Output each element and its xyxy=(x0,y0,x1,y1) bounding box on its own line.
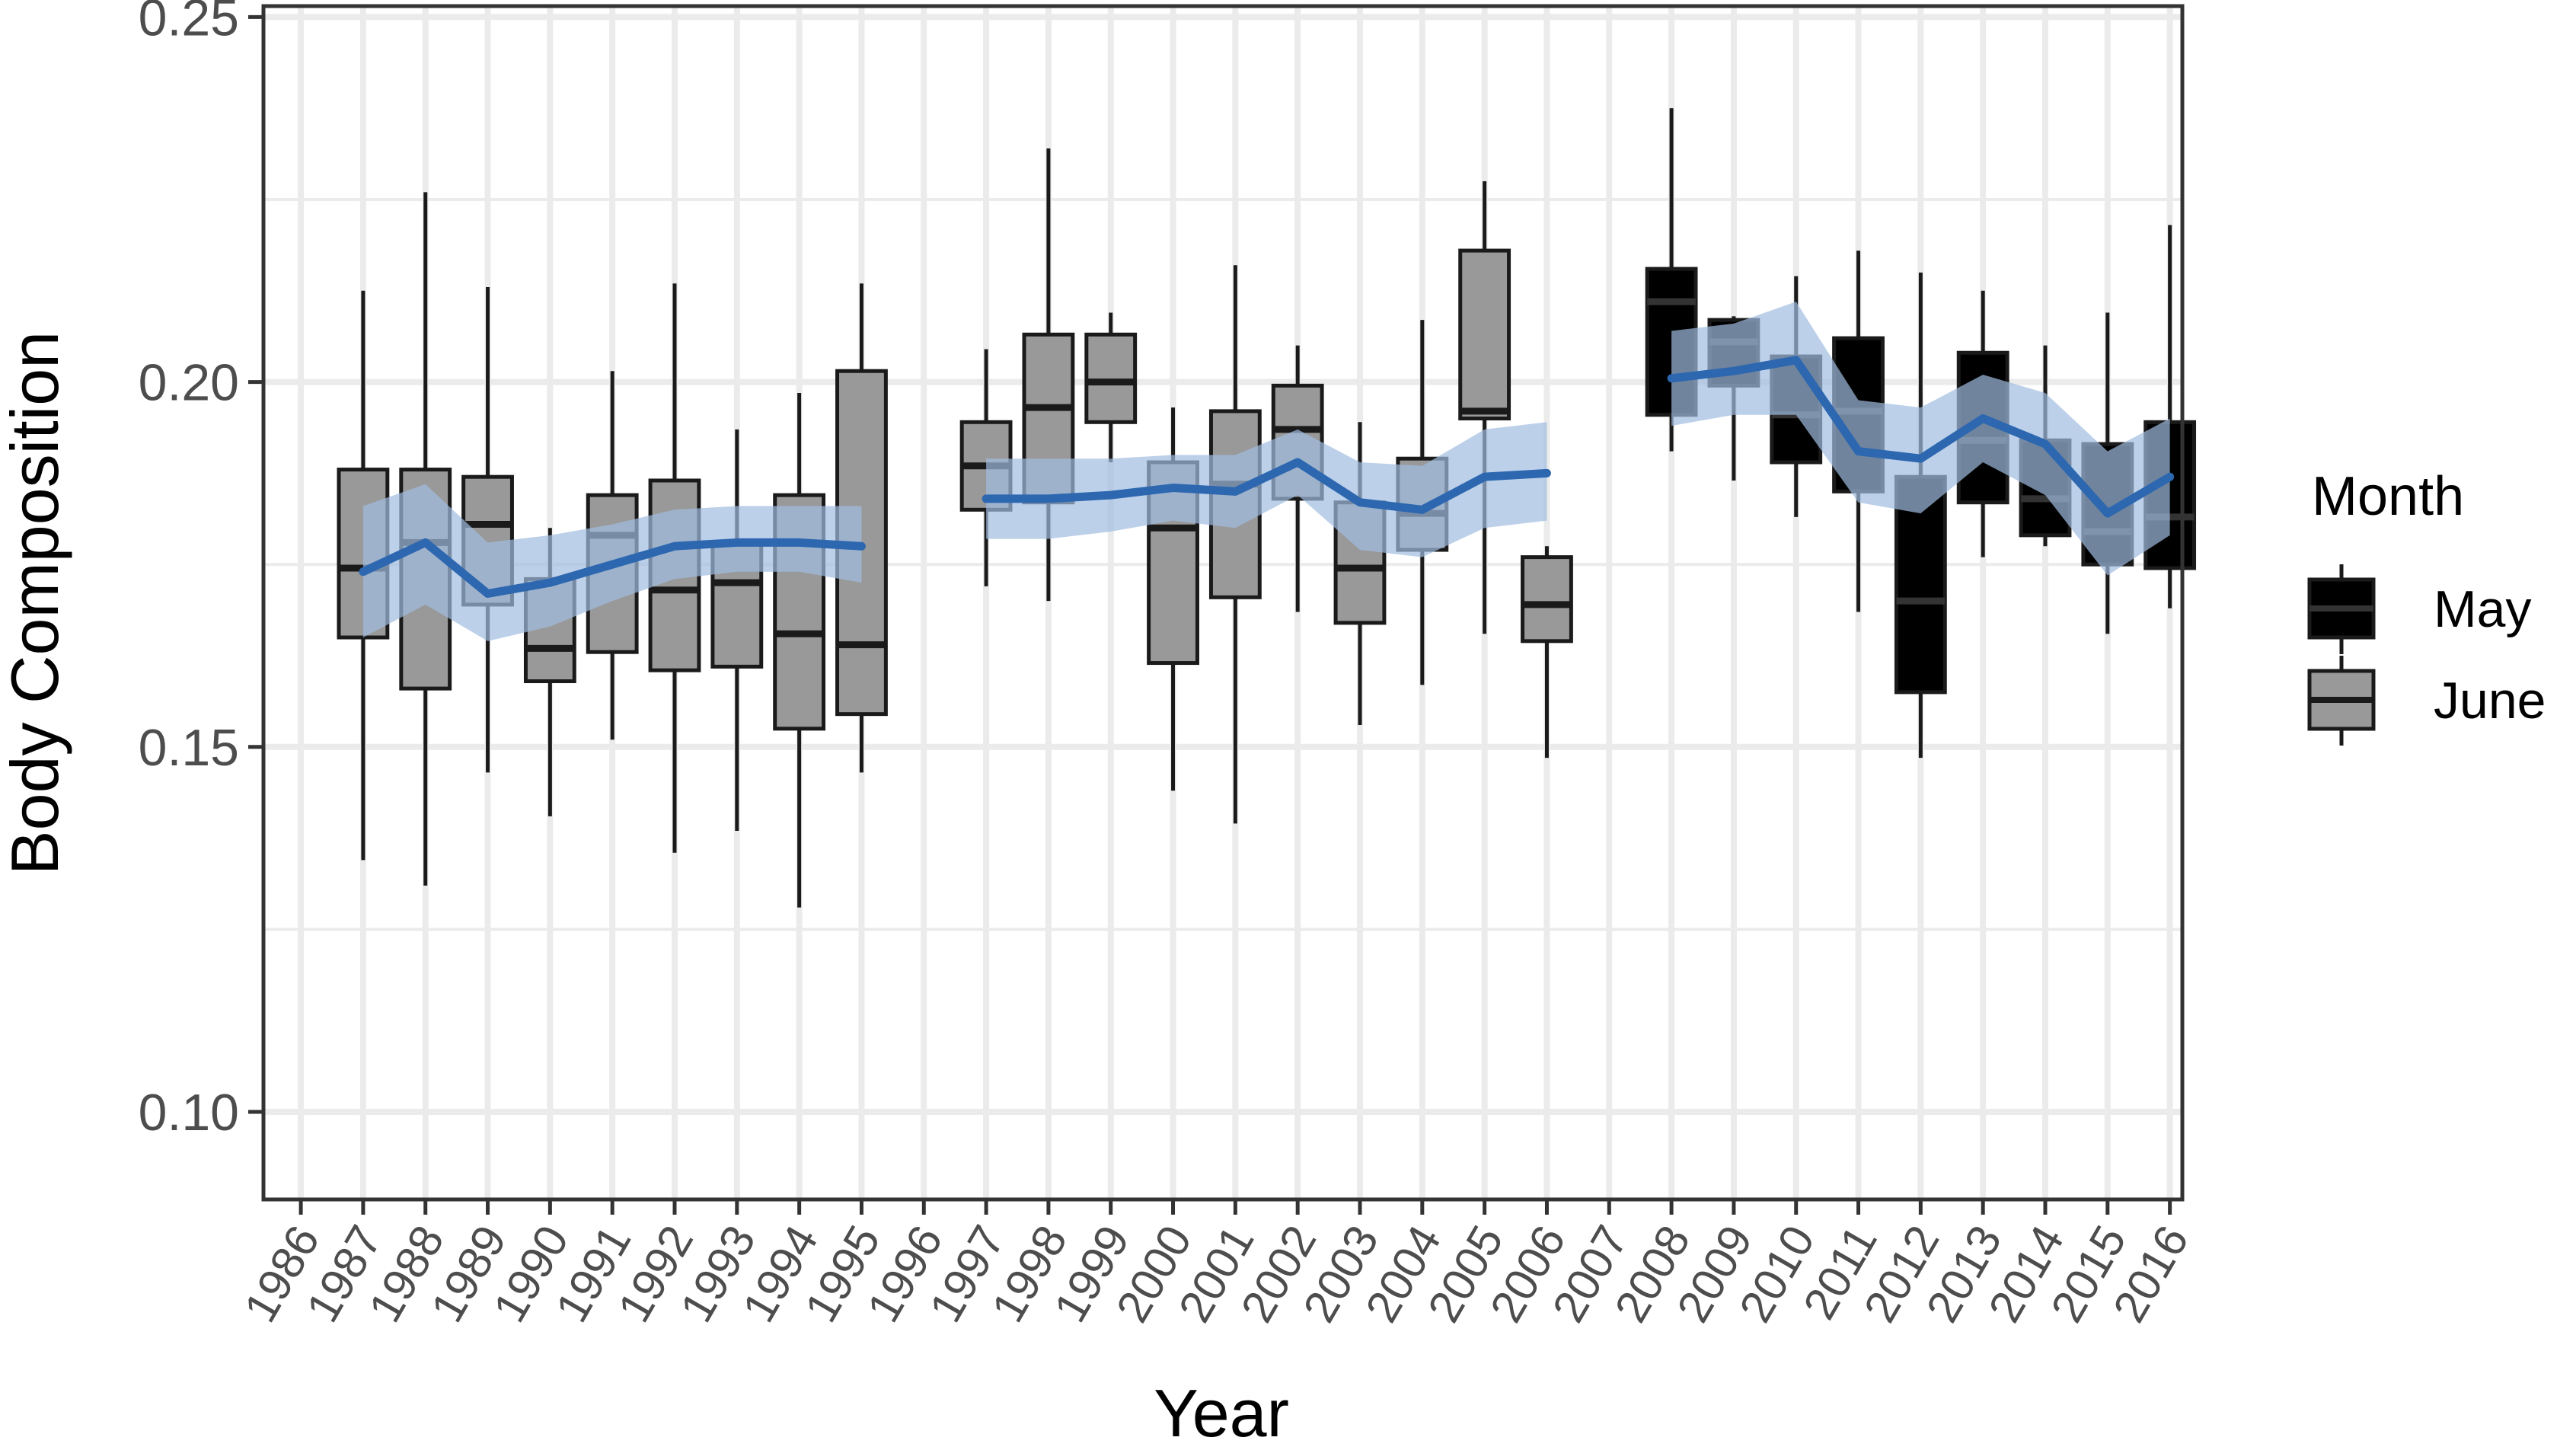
legend-title: Month xyxy=(2312,466,2464,527)
box-body xyxy=(1458,248,1511,421)
y-axis: 0.10 0.15 0.20 0.25 xyxy=(139,0,263,1142)
trend-line-3 xyxy=(1667,356,2175,518)
legend-item-may: May xyxy=(2307,564,2531,654)
panel-border xyxy=(261,4,2185,1202)
y-tick-label: 0.25 xyxy=(139,0,239,46)
y-tick-label: 0.15 xyxy=(139,719,239,777)
x-axis-title: Year xyxy=(1154,1375,1289,1450)
plot-area xyxy=(261,4,2197,1202)
y-tick-label: 0.20 xyxy=(139,354,239,412)
y-axis-title: Body Composition xyxy=(0,331,72,875)
legend-label-may: May xyxy=(2434,580,2531,638)
x-axis: 1986198719881989199019911992199319941995… xyxy=(235,1199,2198,1330)
box-body xyxy=(1084,332,1138,424)
confidence-ribbon-3 xyxy=(1671,302,2170,576)
legend-label-june: June xyxy=(2434,672,2546,730)
box-1999 xyxy=(1084,312,1138,463)
box-2005 xyxy=(1458,181,1511,634)
trend-line-1 xyxy=(359,538,866,599)
box-body xyxy=(1521,555,1573,644)
legend-item-june: June xyxy=(2307,656,2546,746)
box-2006 xyxy=(1521,546,1573,759)
trend-line-2 xyxy=(982,458,1551,514)
y-tick-label: 0.10 xyxy=(139,1084,239,1142)
confidence-ribbon-2 xyxy=(986,422,1547,557)
legend: Month May June xyxy=(2307,466,2546,746)
